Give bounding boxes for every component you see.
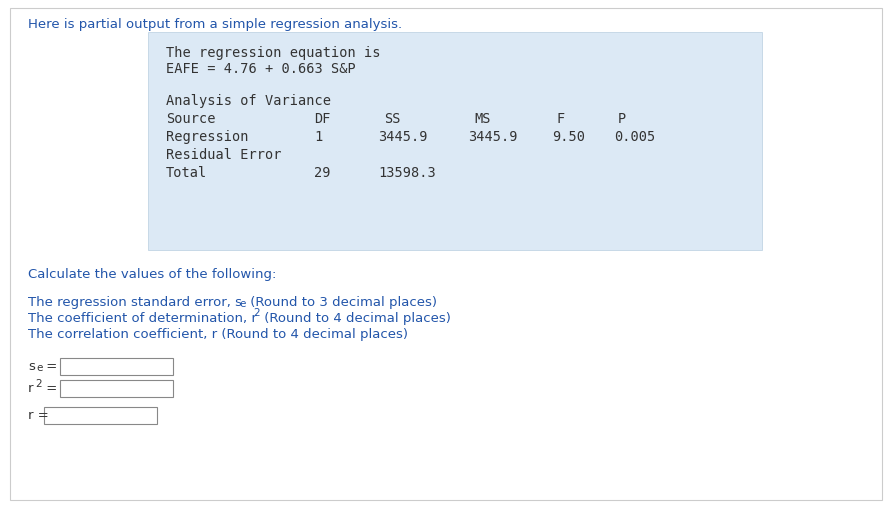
Text: 3445.9: 3445.9: [378, 130, 427, 144]
FancyBboxPatch shape: [44, 407, 157, 424]
FancyBboxPatch shape: [60, 358, 173, 375]
Text: The correlation coefficient, r (Round to 4 decimal places): The correlation coefficient, r (Round to…: [28, 328, 408, 341]
Text: s: s: [28, 360, 35, 373]
Text: r: r: [28, 382, 34, 395]
Text: 2: 2: [35, 379, 42, 389]
Text: MS: MS: [474, 112, 491, 126]
Text: SS: SS: [384, 112, 401, 126]
Text: EAFE = 4.76 + 0.663 S&P: EAFE = 4.76 + 0.663 S&P: [166, 62, 356, 76]
Text: Here is partial output from a simple regression analysis.: Here is partial output from a simple reg…: [28, 18, 402, 31]
Text: (Round to 4 decimal places): (Round to 4 decimal places): [260, 312, 450, 325]
FancyBboxPatch shape: [10, 8, 882, 500]
Text: Calculate the values of the following:: Calculate the values of the following:: [28, 268, 277, 281]
Text: =: =: [42, 360, 57, 373]
FancyBboxPatch shape: [148, 32, 762, 250]
Text: F: F: [556, 112, 565, 126]
Text: r =: r =: [28, 409, 49, 422]
Text: 9.50: 9.50: [552, 130, 585, 144]
Text: e: e: [239, 299, 245, 309]
Text: Source: Source: [166, 112, 216, 126]
Text: 1: 1: [314, 130, 322, 144]
Text: The regression standard error, s: The regression standard error, s: [28, 296, 242, 309]
Text: The coefficient of determination, r: The coefficient of determination, r: [28, 312, 257, 325]
Text: DF: DF: [314, 112, 331, 126]
Text: Analysis of Variance: Analysis of Variance: [166, 94, 331, 108]
Text: 0.005: 0.005: [614, 130, 656, 144]
Text: P: P: [618, 112, 626, 126]
Text: =: =: [42, 382, 57, 395]
Text: Residual Error: Residual Error: [166, 148, 282, 162]
Text: 2: 2: [253, 308, 260, 318]
Text: 13598.3: 13598.3: [378, 166, 436, 180]
Text: e: e: [36, 363, 43, 373]
Text: Regression: Regression: [166, 130, 249, 144]
Text: (Round to 3 decimal places): (Round to 3 decimal places): [246, 296, 437, 309]
Text: The regression equation is: The regression equation is: [166, 46, 381, 60]
Text: Total: Total: [166, 166, 207, 180]
FancyBboxPatch shape: [60, 380, 173, 397]
Text: 29: 29: [314, 166, 331, 180]
Text: 3445.9: 3445.9: [468, 130, 517, 144]
